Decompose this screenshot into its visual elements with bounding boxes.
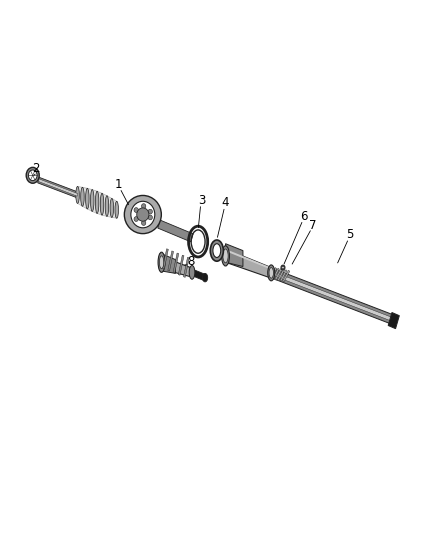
Ellipse shape (282, 266, 284, 269)
Ellipse shape (210, 240, 223, 261)
Text: 8: 8 (187, 255, 194, 268)
Text: 3: 3 (198, 193, 205, 207)
Text: 1: 1 (115, 178, 123, 191)
Ellipse shape (110, 198, 113, 217)
Ellipse shape (26, 167, 39, 183)
Polygon shape (283, 270, 290, 282)
Ellipse shape (137, 208, 149, 221)
Text: 7: 7 (309, 219, 316, 232)
Polygon shape (270, 268, 396, 325)
Ellipse shape (281, 265, 285, 270)
Ellipse shape (148, 209, 152, 214)
Ellipse shape (81, 187, 84, 206)
Ellipse shape (148, 215, 152, 220)
Polygon shape (38, 179, 78, 196)
Polygon shape (184, 257, 189, 277)
Text: 2: 2 (32, 162, 40, 175)
Text: 5: 5 (346, 228, 353, 241)
Polygon shape (271, 271, 396, 322)
Ellipse shape (105, 196, 109, 216)
Ellipse shape (202, 273, 208, 282)
Ellipse shape (158, 252, 165, 272)
Text: 4: 4 (222, 196, 229, 209)
Ellipse shape (28, 170, 37, 181)
Ellipse shape (131, 201, 155, 228)
Polygon shape (277, 269, 285, 281)
Polygon shape (275, 269, 282, 280)
Ellipse shape (100, 193, 104, 215)
Ellipse shape (141, 221, 146, 225)
Ellipse shape (115, 201, 118, 218)
Ellipse shape (91, 190, 94, 212)
Ellipse shape (159, 256, 164, 269)
Polygon shape (388, 312, 399, 329)
Ellipse shape (134, 216, 138, 221)
Ellipse shape (134, 208, 138, 213)
Polygon shape (38, 177, 78, 198)
Ellipse shape (222, 246, 230, 266)
Ellipse shape (213, 244, 221, 257)
Polygon shape (226, 249, 271, 278)
Polygon shape (280, 270, 287, 281)
Ellipse shape (95, 191, 99, 214)
Ellipse shape (269, 268, 273, 278)
Ellipse shape (124, 196, 161, 233)
Ellipse shape (268, 265, 275, 281)
Ellipse shape (141, 204, 146, 208)
Text: 6: 6 (300, 209, 307, 223)
Ellipse shape (76, 187, 79, 204)
Ellipse shape (223, 249, 228, 263)
Polygon shape (272, 268, 279, 280)
Ellipse shape (189, 265, 195, 279)
Polygon shape (78, 187, 117, 218)
Polygon shape (226, 244, 243, 266)
Polygon shape (162, 257, 192, 277)
Polygon shape (162, 249, 168, 269)
Polygon shape (191, 269, 206, 281)
Polygon shape (226, 249, 271, 270)
Polygon shape (173, 253, 179, 273)
Polygon shape (270, 268, 277, 279)
Polygon shape (168, 251, 173, 271)
Ellipse shape (85, 188, 89, 209)
Polygon shape (160, 253, 176, 273)
Polygon shape (158, 220, 193, 242)
Polygon shape (178, 255, 184, 275)
